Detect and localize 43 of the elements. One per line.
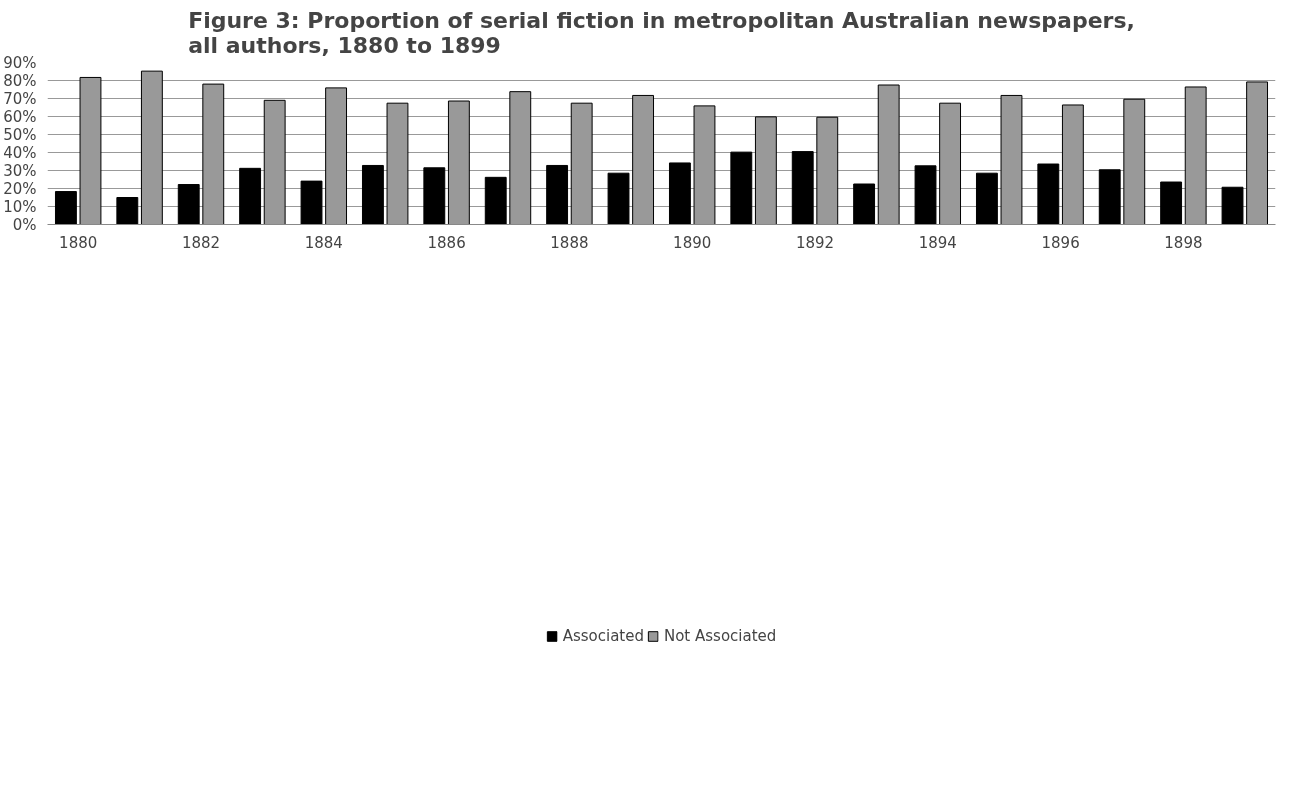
bar xyxy=(853,183,876,225)
y-tick-label: 40% xyxy=(3,143,37,162)
x-tick-label: 1896 xyxy=(1041,233,1080,252)
bar xyxy=(975,172,998,225)
x-tick-label: 1890 xyxy=(673,233,712,252)
bar xyxy=(239,167,262,225)
x-tick-label: 1880 xyxy=(59,233,98,252)
y-tick-label: 80% xyxy=(3,71,37,90)
bar xyxy=(791,151,814,225)
y-tick-label: 20% xyxy=(3,179,37,198)
x-tick-label: 1886 xyxy=(427,233,466,252)
bar xyxy=(423,167,446,225)
bar xyxy=(116,197,139,225)
bar xyxy=(607,172,630,225)
x-tick-label: 1884 xyxy=(304,233,343,252)
y-tick-label: 90% xyxy=(3,53,37,72)
legend-label: Not Associated xyxy=(663,626,777,645)
bar xyxy=(668,162,691,225)
y-tick-label: 70% xyxy=(3,89,37,108)
y-tick-label: 10% xyxy=(3,197,37,216)
y-tick-label: 30% xyxy=(3,161,37,180)
bar xyxy=(546,164,569,225)
bar xyxy=(177,184,200,225)
chart-title: Figure 3: Proportion of serial fiction in metropolitan Australian newspapers, all authors, 1880 to 1899 xyxy=(188,7,1135,58)
y-tick-label: 50% xyxy=(3,125,37,144)
x-tick-label: 1894 xyxy=(918,233,957,252)
x-tick-label: 1882 xyxy=(181,233,221,252)
x-tick-label: 1898 xyxy=(1164,233,1203,252)
bar xyxy=(54,191,77,225)
x-tick-label: 1888 xyxy=(550,233,589,252)
y-tick-label: 60% xyxy=(3,107,37,126)
bar xyxy=(1098,169,1121,225)
bar xyxy=(1037,163,1060,225)
bar xyxy=(484,176,507,225)
x-tick-label: 1892 xyxy=(795,233,835,252)
y-tick-label: 0% xyxy=(12,215,37,234)
bar xyxy=(730,151,753,225)
bar xyxy=(914,165,937,225)
bar xyxy=(300,180,323,225)
legend-label: Associated xyxy=(562,626,644,645)
bar xyxy=(1221,186,1244,225)
bar xyxy=(361,164,384,225)
bar xyxy=(1160,181,1183,225)
